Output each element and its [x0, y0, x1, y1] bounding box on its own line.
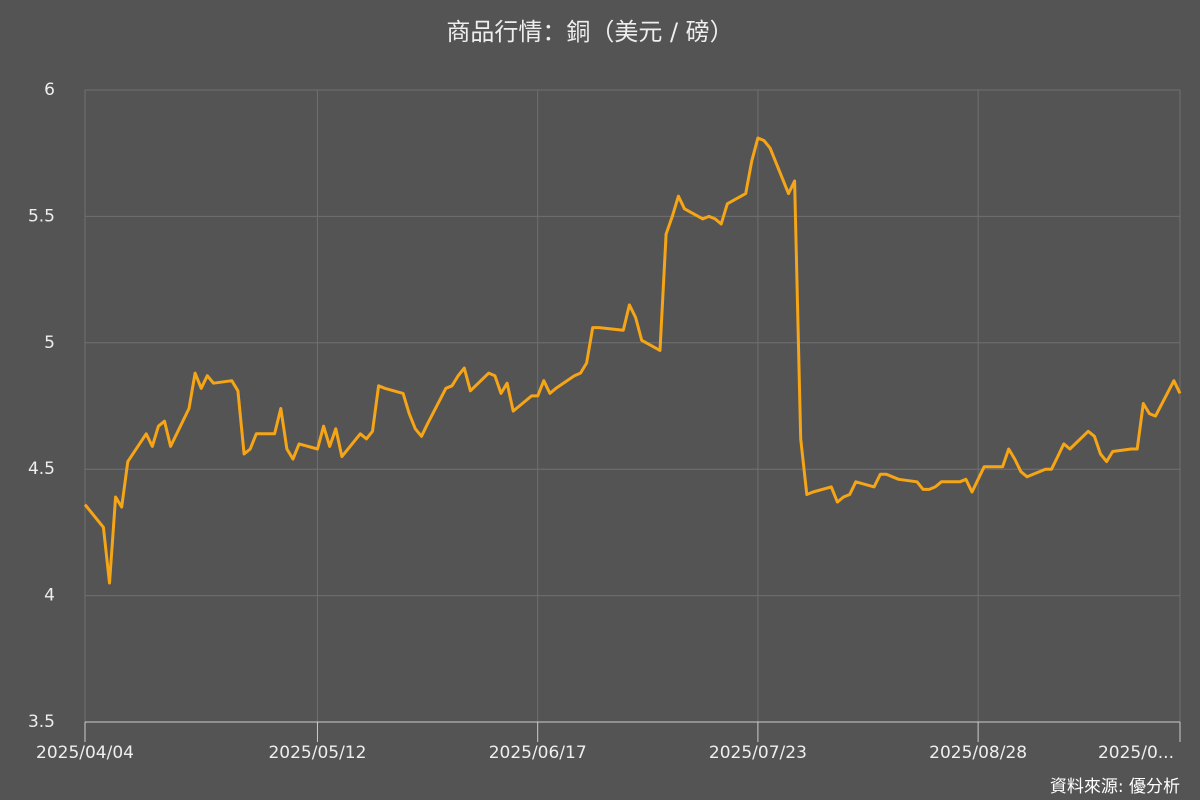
- x-tick-label: 2025/05/12: [268, 743, 366, 763]
- y-tick-label: 5: [44, 333, 55, 353]
- x-tick-label: 2025/0...: [1098, 743, 1174, 763]
- y-tick-label: 3.5: [28, 712, 55, 732]
- source-note: 資料來源: 優分析: [1050, 777, 1180, 797]
- price-line: [83, 136, 1182, 585]
- x-tick-label: 2025/06/17: [489, 743, 587, 763]
- x-tick-label: 2025/04/04: [36, 743, 134, 763]
- chart-title: 商品行情：銅（美元 / 磅）: [446, 18, 733, 46]
- x-tick-label: 2025/08/28: [929, 743, 1027, 763]
- x-tick-label: 2025/07/23: [709, 743, 807, 763]
- y-tick-label: 4: [44, 586, 55, 606]
- y-tick-label: 6: [44, 80, 55, 100]
- y-tick-label: 5.5: [28, 206, 55, 226]
- y-tick-label: 4.5: [28, 459, 55, 479]
